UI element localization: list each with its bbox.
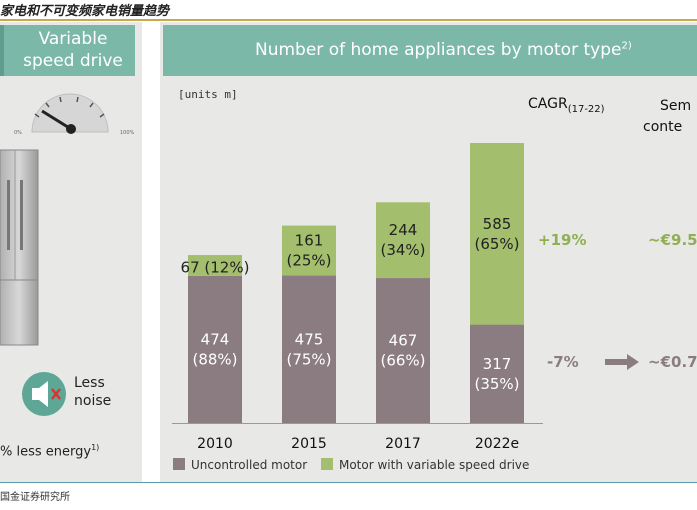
bar-vsd-2010 [188,255,242,276]
data-label-vsd-2015-0: 161 [295,232,324,250]
cagr-header: CAGR(17-22) [528,96,605,115]
semi-header-line2: conte [643,119,683,135]
arrow-right-icon [605,354,639,370]
data-label-vsd-2017-0: 244 [389,221,418,239]
gauge-max-label: 100% [120,130,135,136]
speed-gauge-icon: 0% 100% [14,93,135,136]
chart-header [163,25,697,76]
caption-rule [0,19,697,21]
bar-vsd-2015 [282,225,336,276]
vsd-header-edge [0,25,4,76]
cagr-vsd: +19% [538,231,587,249]
legend-item-vsd: Motor with variable speed drive [320,458,530,472]
bar-uncontrolled-2015 [282,275,336,423]
cagr-header-text: CAGR [528,96,568,112]
chart-title-text: Number of home appliances by motor type [255,40,622,60]
data-label-vsd-2022e-1: (65%) [474,235,519,253]
x-tick-label-2010: 2010 [197,436,233,452]
data-label-vsd-2017-1: (34%) [380,241,425,259]
legend-item-uncontrolled: Uncontrolled motor [173,458,307,472]
cagr-header-sub: (17-22) [567,103,605,115]
semi-header-line1: Sem [660,98,692,114]
semi-content-header: Sem conte [643,96,691,138]
energy-savings-label: % less energy1) [0,443,99,459]
less-noise-line2: noise [74,393,112,409]
semi-value-vsd: ~€9.5 [648,231,697,249]
legend-label-vsd: Motor with variable speed drive [338,458,530,472]
less-noise-label: Less noise [74,374,111,410]
legend-swatch-uncontrolled [173,458,185,470]
vsd-header [0,25,135,76]
data-label-uncontrolled-2015-1: (75%) [286,350,331,368]
stacked-bar-chart: 474 (88%) 67 (12%) 2010 475 (75%) 161 (25%) 2015… [172,143,543,452]
semi-value-uncontrolled: ~€0.7 [648,353,697,371]
data-label-uncontrolled-2010-1: (88%) [192,350,237,368]
energy-footnote: 1) [91,443,100,452]
x-tick-label-2017: 2017 [385,436,421,452]
chart-legend: Uncontrolled motor Motor with variable s… [173,458,539,472]
bar-uncontrolled-2010 [188,275,242,423]
chart-title: Number of home appliances by motor type2… [255,40,632,60]
data-label-uncontrolled-2015-0: 475 [295,330,324,348]
gauge-min-label: 0% [14,130,22,136]
legend-label-uncontrolled: Uncontrolled motor [191,458,308,472]
chart-title-footnote: 2) [621,40,632,52]
data-label-vsd-2010-0: 67 (12%) [181,258,250,276]
units-label: [units m] [178,88,238,101]
bar-vsd-2022e [470,143,524,325]
data-label-uncontrolled-2022e-0: 317 [483,355,512,373]
data-label-uncontrolled-2017-0: 467 [389,332,418,350]
figure-caption: 家电和不可变频家电销量趋势 [0,4,170,19]
refrigerator-icon [0,149,39,346]
less-noise-line1: Less [74,375,105,391]
data-label-uncontrolled-2022e-1: (35%) [474,375,519,393]
vsd-title-line2: speed drive [23,51,123,71]
data-label-vsd-2015-1: (25%) [286,252,331,270]
bar-vsd-2017 [376,202,430,279]
data-label-vsd-2022e-0: 585 [483,215,512,233]
x-tick-label-2022e: 2022e [475,436,519,452]
footer-rule [0,482,697,483]
bar-uncontrolled-2017 [376,278,430,423]
vsd-title-line1: Variable [38,29,108,49]
cagr-uncontrolled: -7% [547,353,579,371]
legend-swatch-vsd [320,458,333,470]
source-footer: 国金证券研究所 [0,492,70,503]
data-label-uncontrolled-2010-0: 474 [201,330,230,348]
x-tick-label-2015: 2015 [291,436,327,452]
energy-text: % less energy [0,444,92,460]
data-label-uncontrolled-2017-1: (66%) [380,352,425,370]
bar-uncontrolled-2022e [470,324,524,423]
vsd-title: Variable speed drive [12,28,134,72]
muted-speaker-icon [22,372,66,416]
